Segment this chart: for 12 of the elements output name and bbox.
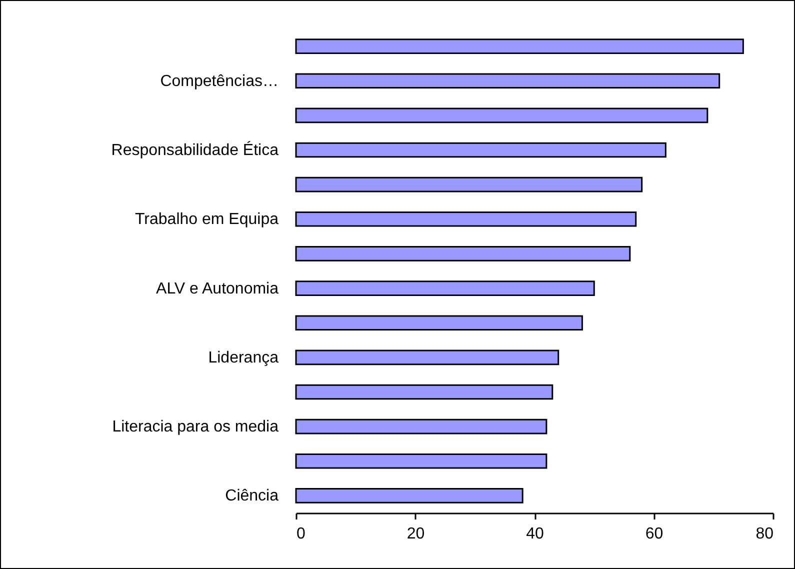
y-tick-label: Competências… bbox=[160, 72, 278, 90]
y-tick-label: Responsabilidade Ética bbox=[111, 141, 279, 159]
x-tick-label: 80 bbox=[756, 526, 774, 542]
x-tick-label: 60 bbox=[645, 526, 664, 542]
x-tick-label: 0 bbox=[296, 526, 306, 542]
y-tick-label: Literacia para os media bbox=[112, 418, 279, 436]
y-tick-label: Ciência bbox=[225, 488, 279, 505]
y-tick-label: ALV e Autonomia bbox=[156, 280, 279, 298]
y-tick-label: Liderança bbox=[208, 349, 279, 366]
y-tick-label: Trabalho em Equipa bbox=[135, 211, 279, 228]
x-tick-label: 20 bbox=[406, 526, 425, 542]
x-tick-label: 40 bbox=[526, 526, 544, 542]
